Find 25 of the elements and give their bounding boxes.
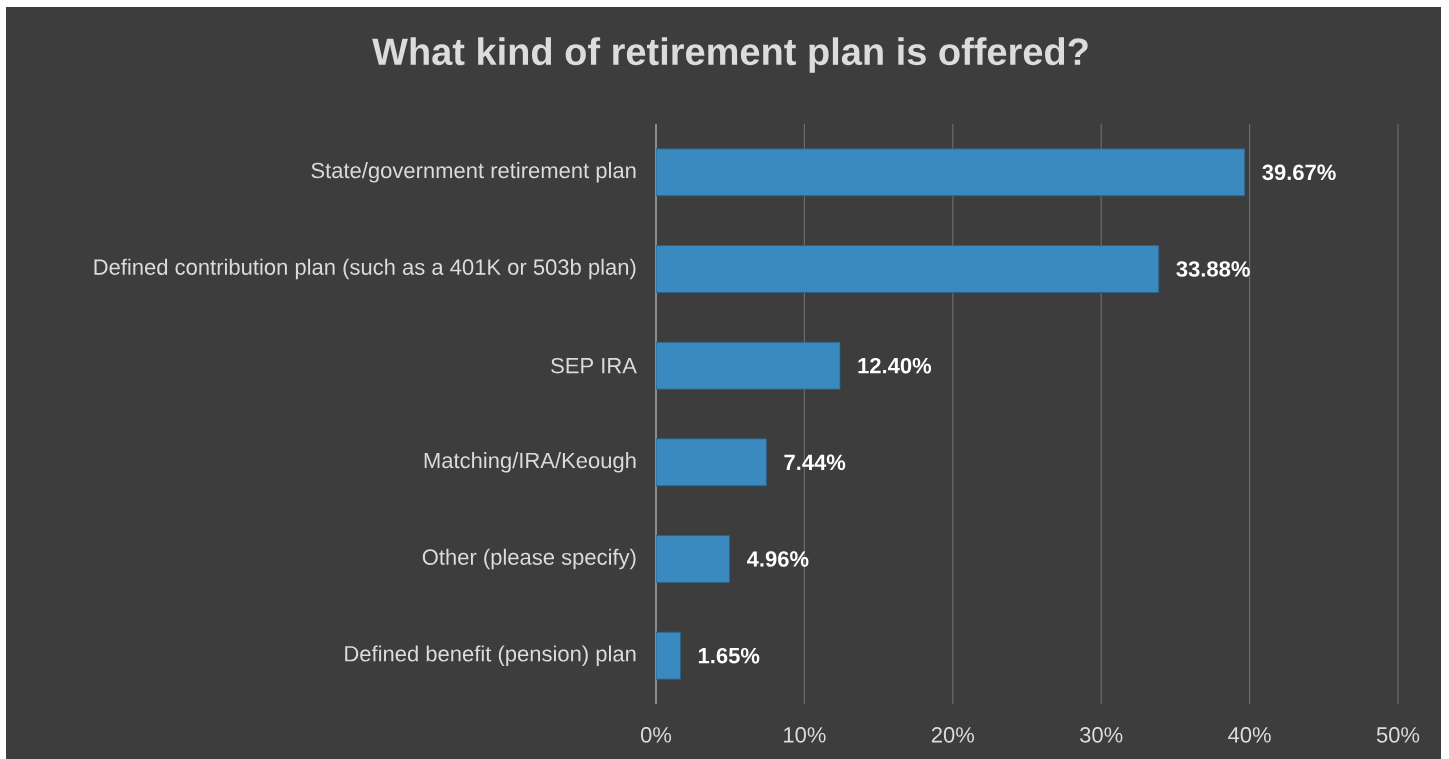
x-tick-label: 20% [931, 727, 974, 743]
x-tick-label: 0% [640, 727, 672, 743]
data-label: 12.40% [858, 357, 932, 374]
y-tick-label: Matching/IRA/Keough [424, 452, 636, 473]
y-tick-label: Defined benefit (pension) plan [345, 645, 636, 666]
data-label: 39.67% [1262, 164, 1336, 181]
chart-title: What kind of retirement plan is offered? [372, 37, 1088, 73]
bar [656, 438, 767, 487]
bar [656, 631, 681, 680]
data-label: 1.65% [698, 647, 760, 664]
bar [656, 535, 731, 583]
x-tick-label: 10% [784, 727, 826, 743]
bar [656, 245, 1160, 293]
data-label: 33.88% [1176, 261, 1250, 277]
y-tick-label: Other (please specify) [422, 548, 636, 570]
y-tick-label: SEP IRA [551, 357, 637, 374]
y-tick-label: State/government retirement plan [311, 162, 636, 183]
x-tick-label: 40% [1228, 727, 1271, 743]
x-tick-label: 30% [1080, 727, 1123, 743]
bar [656, 148, 1246, 197]
x-tick-label: 50% [1376, 727, 1420, 743]
data-label: 4.96% [747, 551, 809, 567]
y-tick-label: Defined contribution plan (such as a 401K or 503b plan) [94, 258, 636, 280]
data-label: 7.44% [784, 454, 846, 471]
bar [656, 341, 841, 390]
